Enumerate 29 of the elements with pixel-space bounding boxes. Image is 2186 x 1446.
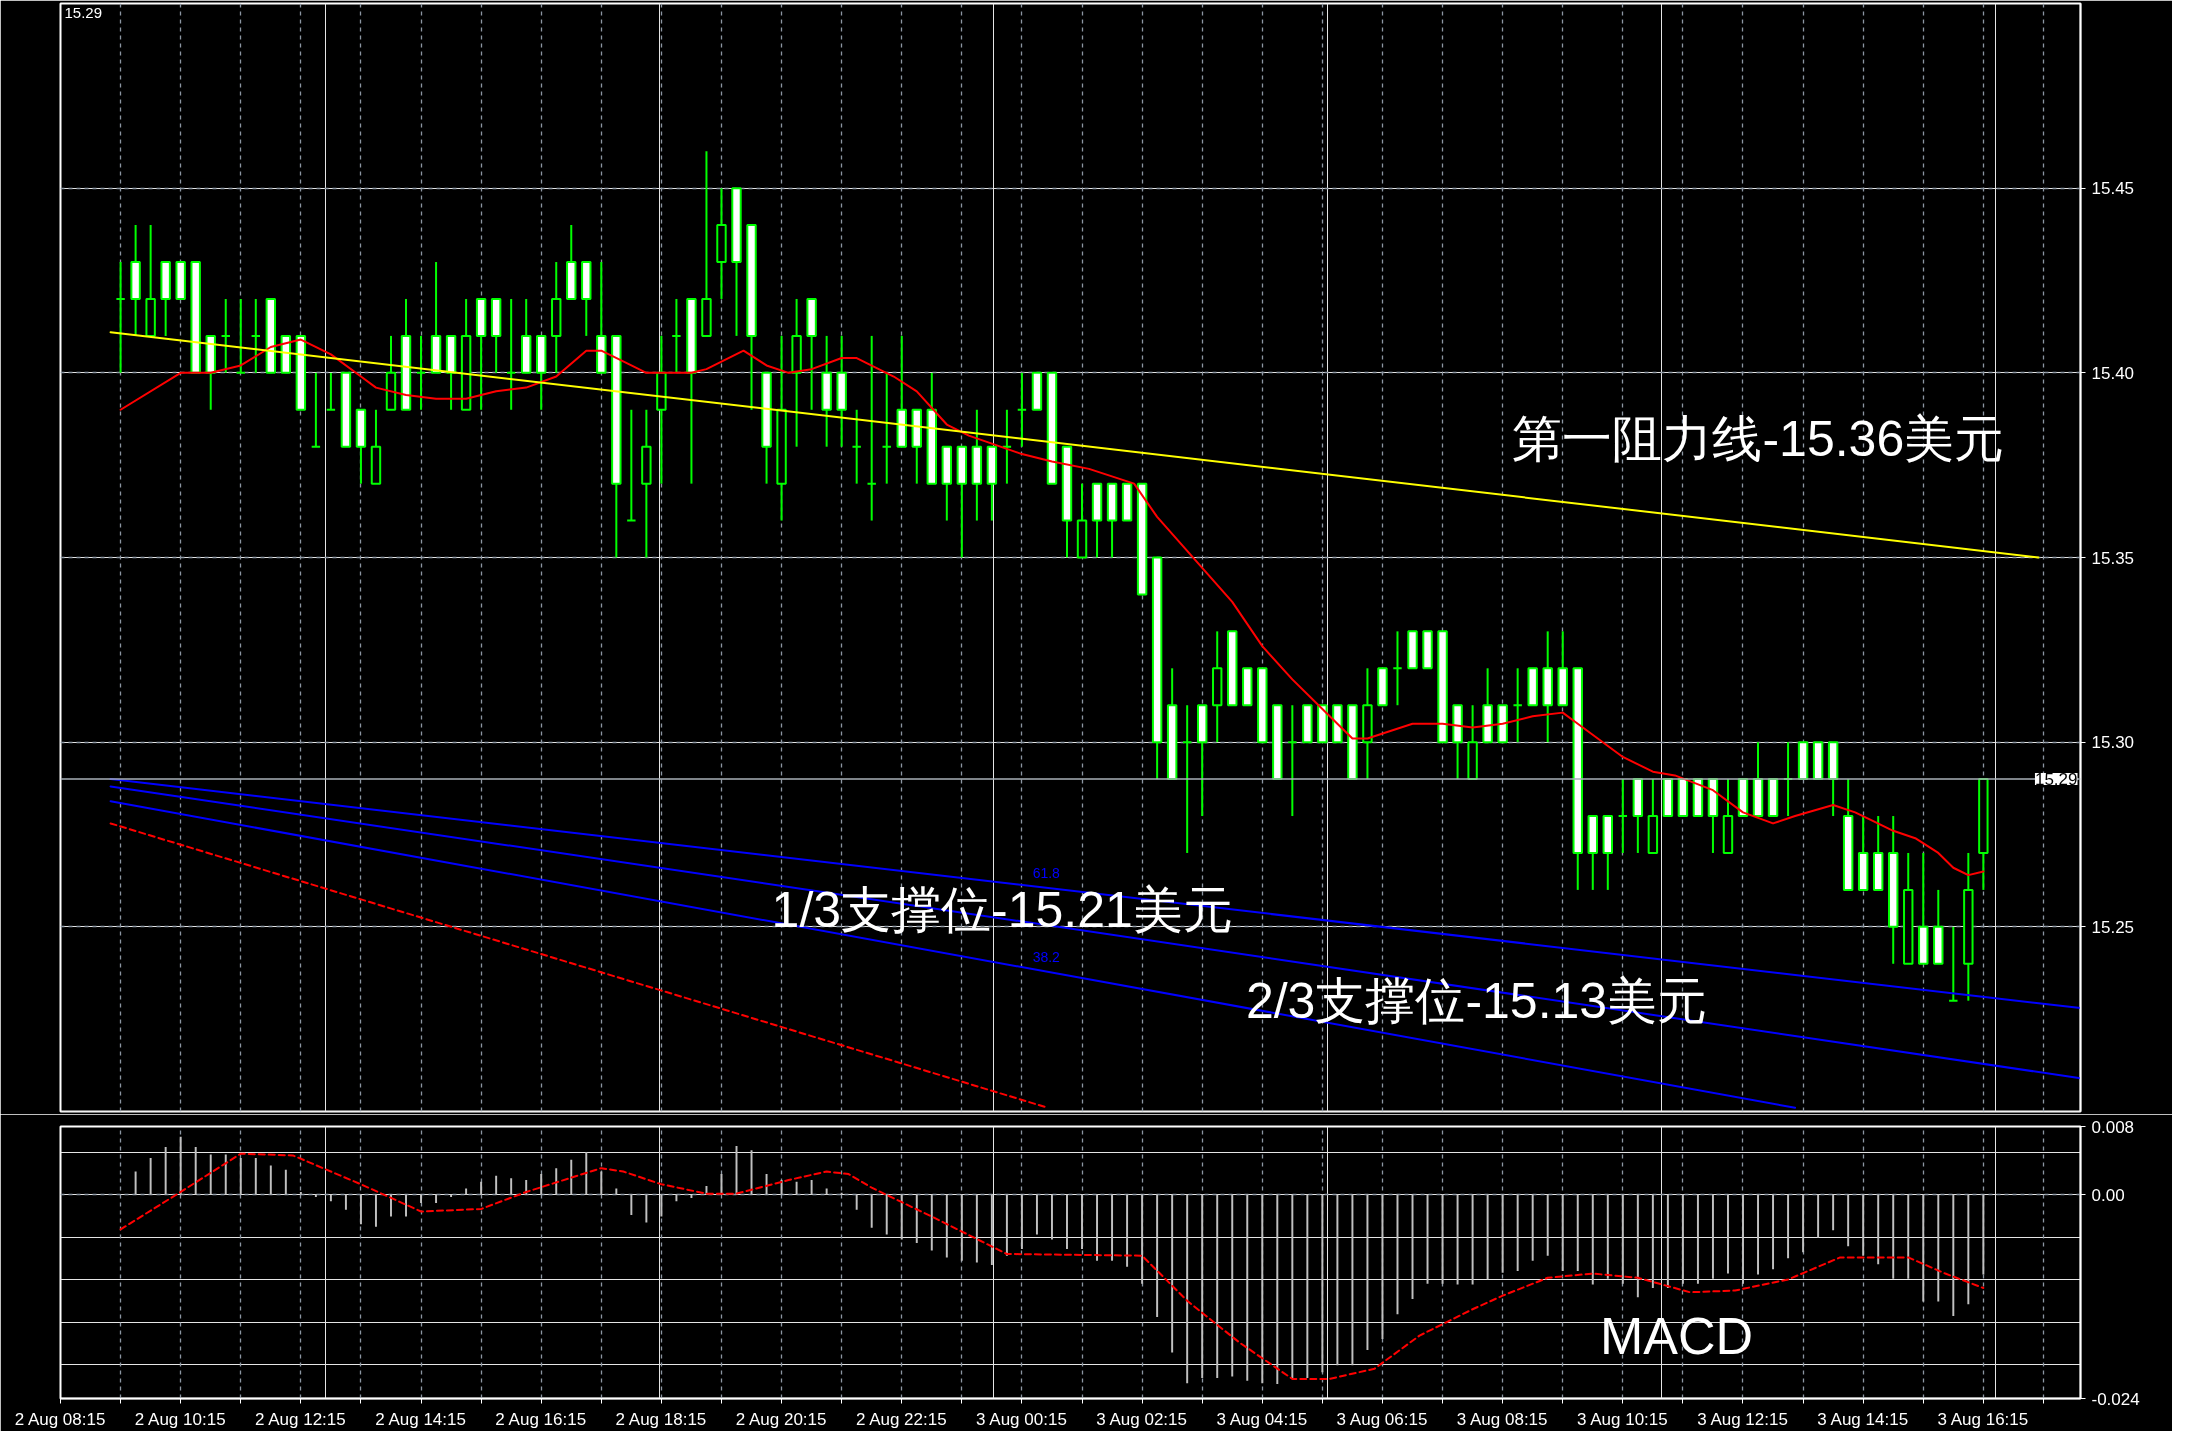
- x-tick-label: 2 Aug 10:15: [134, 1409, 226, 1429]
- x-tick-label: 3 Aug 16:15: [1937, 1409, 2029, 1429]
- series-label: 61.8: [1032, 864, 1061, 881]
- x-tick-label: 3 Aug 06:15: [1336, 1409, 1428, 1429]
- y-tick-label: 0.00: [2091, 1185, 2125, 1205]
- y-tick-label: -0.024: [2091, 1389, 2140, 1409]
- x-tick-label: 2 Aug 08:15: [14, 1409, 106, 1429]
- x-tick-label: 2 Aug 16:15: [495, 1409, 587, 1429]
- x-tick-label: 3 Aug 12:15: [1697, 1409, 1788, 1429]
- x-tick-label: 3 Aug 14:15: [1817, 1409, 1909, 1429]
- ref-line-label: 15.29: [2034, 770, 2078, 790]
- y-tick-label: 15.45: [2091, 179, 2135, 199]
- y-tick-label: 15.40: [2091, 363, 2135, 383]
- y-tick-label: 15.30: [2091, 733, 2135, 753]
- annotation: 15.29: [64, 3, 103, 21]
- x-tick-label: 3 Aug 04:15: [1216, 1409, 1308, 1429]
- series-label: 38.2: [1032, 948, 1061, 965]
- x-tick-label: 2 Aug 14:15: [375, 1409, 466, 1429]
- x-tick-label: 2 Aug 20:15: [735, 1409, 827, 1429]
- x-tick-label: 2 Aug 12:15: [255, 1409, 346, 1429]
- x-tick-label: 2 Aug 18:15: [615, 1409, 707, 1429]
- y-tick-label: 15.25: [2091, 917, 2135, 937]
- x-tick-label: 3 Aug 00:15: [976, 1409, 1067, 1429]
- y-tick-label: 15.35: [2091, 548, 2135, 568]
- x-tick-label: 3 Aug 08:15: [1456, 1409, 1548, 1429]
- x-tick-label: 3 Aug 10:15: [1576, 1409, 1668, 1429]
- x-tick-label: 2 Aug 22:15: [855, 1409, 947, 1429]
- x-tick-label: 3 Aug 02:15: [1096, 1409, 1188, 1429]
- y-tick-label: 0.008: [2091, 1117, 2135, 1137]
